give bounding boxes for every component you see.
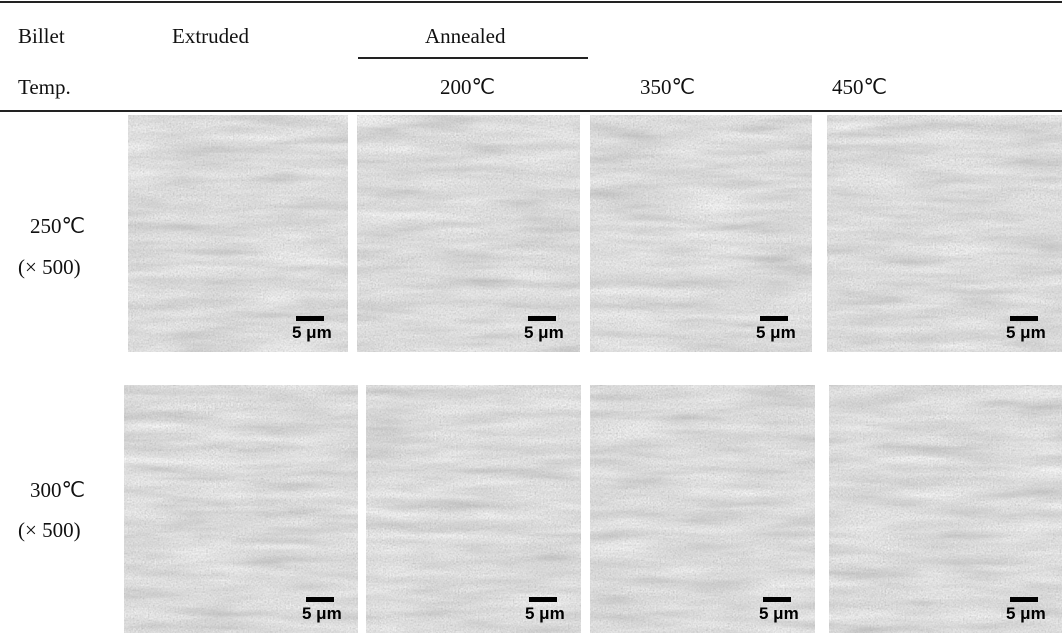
scale-bar bbox=[763, 597, 791, 602]
scale-bar bbox=[296, 316, 324, 321]
scale-label: 5 μm bbox=[292, 323, 332, 343]
page: {"header": {"col0": ["Billet", "Temp."],… bbox=[0, 0, 1062, 633]
scale-bar bbox=[1010, 597, 1038, 602]
scale-label: 5 μm bbox=[756, 323, 796, 343]
scale-bar bbox=[760, 316, 788, 321]
micrograph bbox=[829, 385, 1062, 633]
micrograph bbox=[590, 385, 815, 633]
scale-bar bbox=[528, 316, 556, 321]
scale-label: 5 μm bbox=[302, 604, 342, 624]
micrographs bbox=[0, 0, 1062, 633]
scale-label: 5 μm bbox=[524, 323, 564, 343]
scale-label: 5 μm bbox=[759, 604, 799, 624]
scale-label: 5 μm bbox=[525, 604, 565, 624]
scale-bar bbox=[306, 597, 334, 602]
scale-bar bbox=[529, 597, 557, 602]
scale-label: 5 μm bbox=[1006, 604, 1046, 624]
micrograph bbox=[366, 385, 581, 633]
scale-bar bbox=[1010, 316, 1038, 321]
micrograph bbox=[124, 385, 358, 633]
scale-label: 5 μm bbox=[1006, 323, 1046, 343]
